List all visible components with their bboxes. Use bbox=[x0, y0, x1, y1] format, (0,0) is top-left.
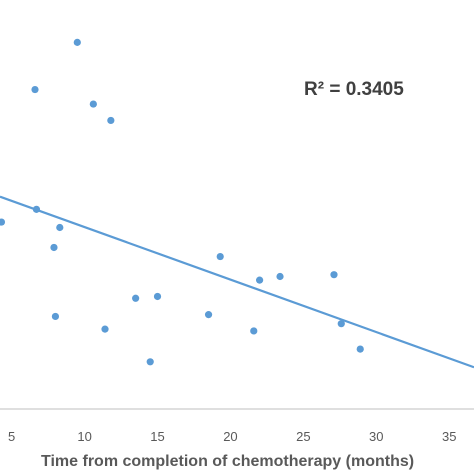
x-tick-label: 10 bbox=[77, 429, 91, 444]
data-point bbox=[276, 272, 284, 281]
data-point bbox=[73, 38, 81, 46]
data-point bbox=[101, 325, 109, 333]
data-point bbox=[216, 252, 224, 261]
data-point bbox=[153, 292, 162, 301]
x-tick-label: 20 bbox=[223, 429, 237, 444]
data-point bbox=[256, 276, 264, 284]
data-point bbox=[330, 271, 338, 279]
x-tick-label: 30 bbox=[369, 429, 383, 444]
data-point bbox=[337, 320, 345, 328]
data-point bbox=[0, 218, 6, 226]
data-point bbox=[204, 311, 213, 319]
x-tick-label: 25 bbox=[296, 429, 310, 444]
data-point bbox=[56, 223, 64, 232]
r-squared-annotation: R² = 0.3405 bbox=[304, 79, 404, 100]
x-tick-label: 35 bbox=[442, 429, 456, 444]
trendline bbox=[0, 195, 474, 369]
data-point bbox=[107, 116, 115, 125]
data-point bbox=[146, 358, 154, 366]
data-point bbox=[89, 100, 97, 108]
x-tick-layer: 5 10 15 20 25 30 35 bbox=[8, 429, 456, 444]
x-axis-title: Time from completion of chemotherapy (mo… bbox=[41, 453, 414, 470]
data-point bbox=[32, 205, 41, 213]
data-point bbox=[31, 85, 39, 94]
trendline-layer bbox=[0, 195, 474, 369]
x-tick-label: 5 bbox=[8, 429, 15, 444]
data-point bbox=[50, 243, 58, 252]
x-tick-label: 15 bbox=[150, 429, 164, 444]
data-point-layer bbox=[0, 38, 364, 366]
data-point bbox=[132, 294, 140, 302]
data-point bbox=[250, 327, 258, 335]
data-point bbox=[51, 312, 60, 321]
data-point bbox=[356, 345, 364, 353]
